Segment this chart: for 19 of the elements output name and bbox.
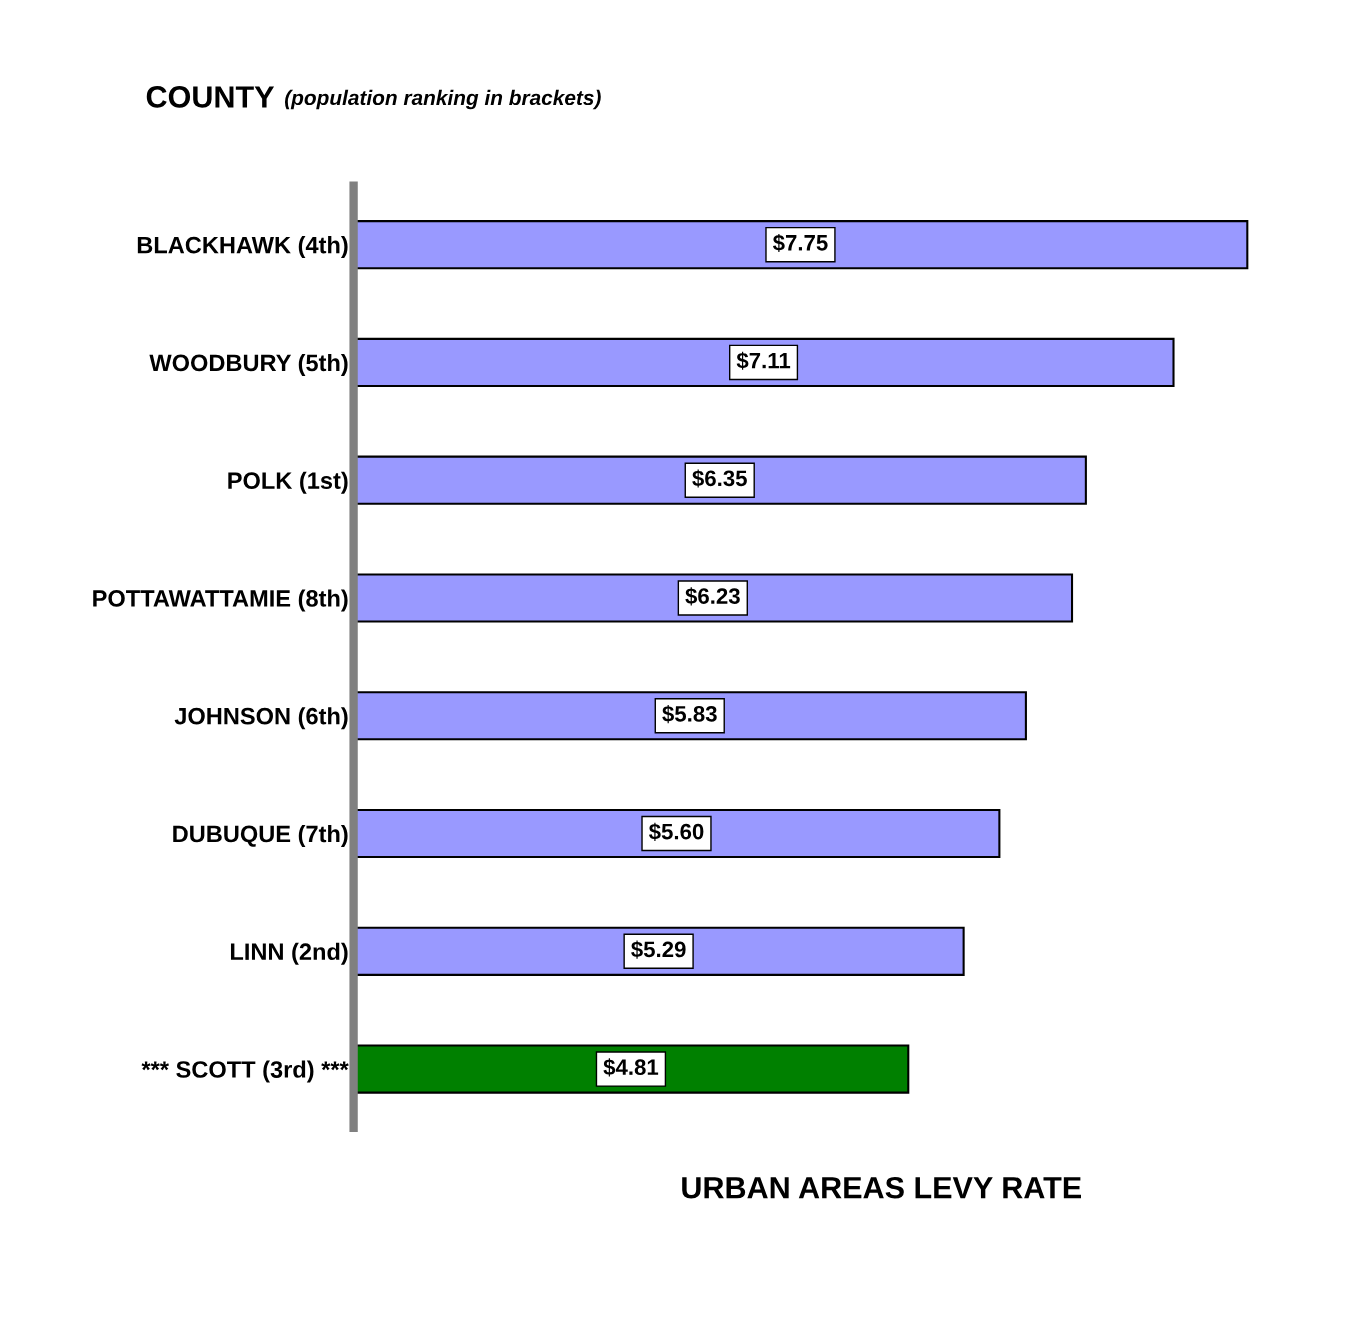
- y-tick-label: POTTAWATTAMIE (8th): [93, 589, 348, 612]
- chart-title: COUNTY: [146, 86, 275, 108]
- data-label: $5.29: [631, 940, 686, 959]
- data-label: $5.83: [662, 705, 717, 724]
- x-axis-title: URBAN AREAS LEVY RATE: [682, 1176, 1081, 1199]
- y-tick-label: *** SCOTT (3rd) ***: [141, 1060, 349, 1083]
- data-label: $4.81: [603, 1058, 659, 1077]
- y-tick-label: LINN (2nd): [230, 942, 348, 965]
- y-tick-label: POLK (1st): [228, 471, 348, 494]
- data-label: $5.60: [648, 822, 704, 841]
- y-tick-label: JOHNSON (6th): [174, 707, 348, 730]
- data-label: $6.35: [692, 469, 747, 488]
- data-label: $7.75: [772, 233, 828, 253]
- y-tick-label: WOODBURY (5th): [149, 353, 348, 376]
- data-label: $6.23: [685, 587, 740, 606]
- chart-subtitle: (population ranking in brackets): [284, 89, 601, 110]
- data-label: $7.11: [736, 351, 791, 370]
- y-tick-label: DUBUQUE (7th): [173, 824, 348, 847]
- y-tick-label: BLACKHAWK (4th): [137, 236, 348, 259]
